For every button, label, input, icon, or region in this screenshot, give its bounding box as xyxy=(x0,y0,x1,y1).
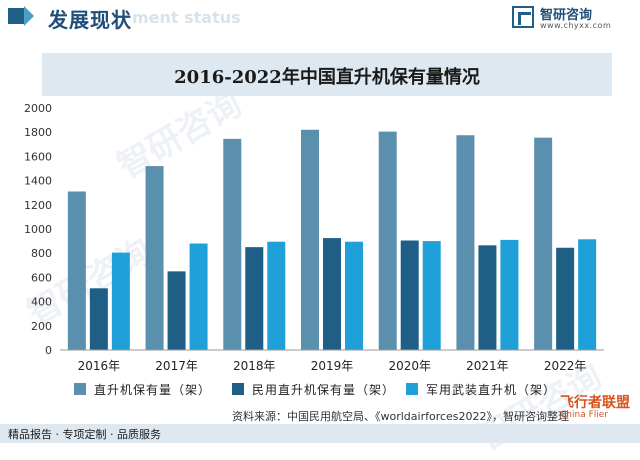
corner-badge-sub: China Flier xyxy=(560,410,608,420)
corner-badge-text: 飞行者联盟 xyxy=(560,395,630,411)
bar xyxy=(167,271,186,350)
bar xyxy=(323,238,341,350)
legend-item: 直升机保有量（架） xyxy=(74,380,211,398)
legend-label: 军用武装直升机（架） xyxy=(426,382,557,397)
y-tick-label: 400 xyxy=(31,296,52,309)
y-tick-label: 1800 xyxy=(24,126,52,139)
x-tick-label: 2016年 xyxy=(78,359,121,373)
chart-title: 2016-2022年中国直升机保有量情况 xyxy=(174,67,480,88)
y-tick-label: 0 xyxy=(45,344,52,357)
y-tick-label: 1200 xyxy=(24,199,52,212)
bar xyxy=(500,239,519,350)
brand-logo[interactable]: 智研咨询 www.chyxx.com xyxy=(512,4,632,34)
footer: 精品报告 · 专项定制 · 品质服务 xyxy=(0,424,640,443)
section-title: 发展现状 xyxy=(48,8,132,32)
bar-chart: 0 200 400 600 800 1000 1200 1400 1600 1800 2000 20… xyxy=(24,102,604,373)
bar xyxy=(378,131,397,350)
legend-label: 直升机保有量（架） xyxy=(94,382,212,397)
y-tick-label: 200 xyxy=(31,320,52,333)
logo-icon xyxy=(512,6,534,28)
y-tick-label: 800 xyxy=(31,247,52,260)
footer-text: 精品报告 · 专项定制 · 品质服务 xyxy=(8,428,161,441)
header: ment status 发展现状 智研咨询 www.chyxx.com xyxy=(0,0,640,34)
bar xyxy=(400,240,419,350)
y-tick-label: 1600 xyxy=(24,150,52,163)
bar xyxy=(478,245,497,350)
y-tick-label: 1000 xyxy=(24,223,52,236)
legend-item: 民用直升机保有量（架） xyxy=(232,380,395,398)
corner-badge[interactable]: 飞行者联盟 China Flier xyxy=(560,388,636,422)
x-tick-label: 2021年 xyxy=(466,359,509,373)
bar xyxy=(556,247,575,350)
bar xyxy=(189,243,208,350)
bar xyxy=(267,241,286,350)
y-tick-label: 1400 xyxy=(24,175,52,188)
legend-swatch xyxy=(406,383,418,395)
header-ghost-text: ment status xyxy=(132,8,241,27)
legend-label: 民用直升机保有量（架） xyxy=(252,382,396,397)
bar xyxy=(301,129,319,350)
bar xyxy=(111,252,130,350)
header-accent-bar xyxy=(8,8,26,24)
legend-swatch xyxy=(74,383,86,395)
bar xyxy=(89,288,108,350)
bar xyxy=(422,241,441,350)
x-tick-label: 2017年 xyxy=(155,359,198,373)
bars xyxy=(67,129,597,350)
bar xyxy=(67,191,86,350)
y-tick-label: 2000 xyxy=(24,102,52,115)
header-arrow-icon xyxy=(24,6,34,26)
bar xyxy=(345,241,363,350)
x-axis: 2016年 2017年 2018年 2019年 2020年 2021年 2022年 xyxy=(60,349,604,373)
bar xyxy=(223,138,242,350)
bar xyxy=(534,137,553,350)
x-tick-label: 2018年 xyxy=(233,359,276,373)
x-tick-label: 2019年 xyxy=(311,359,354,373)
bar xyxy=(245,247,264,350)
y-axis: 0 200 400 600 800 1000 1200 1400 1600 1800 2000 xyxy=(24,102,52,357)
bar xyxy=(578,239,597,350)
y-tick-label: 600 xyxy=(31,271,52,284)
logo-name: 智研咨询 xyxy=(540,8,593,23)
legend-swatch xyxy=(232,383,244,395)
data-source: 资料来源：中国民用航空局、《worldairforces2022》，智研咨询整理 xyxy=(232,410,570,423)
bar xyxy=(456,135,475,350)
legend-item: 军用武装直升机（架） xyxy=(406,380,556,398)
logo-url: www.chyxx.com xyxy=(540,21,612,30)
bar xyxy=(145,166,164,350)
x-tick-label: 2020年 xyxy=(388,359,431,373)
chart-title-banner: 2016-2022年中国直升机保有量情况 xyxy=(42,53,612,96)
x-tick-label: 2022年 xyxy=(544,359,587,373)
